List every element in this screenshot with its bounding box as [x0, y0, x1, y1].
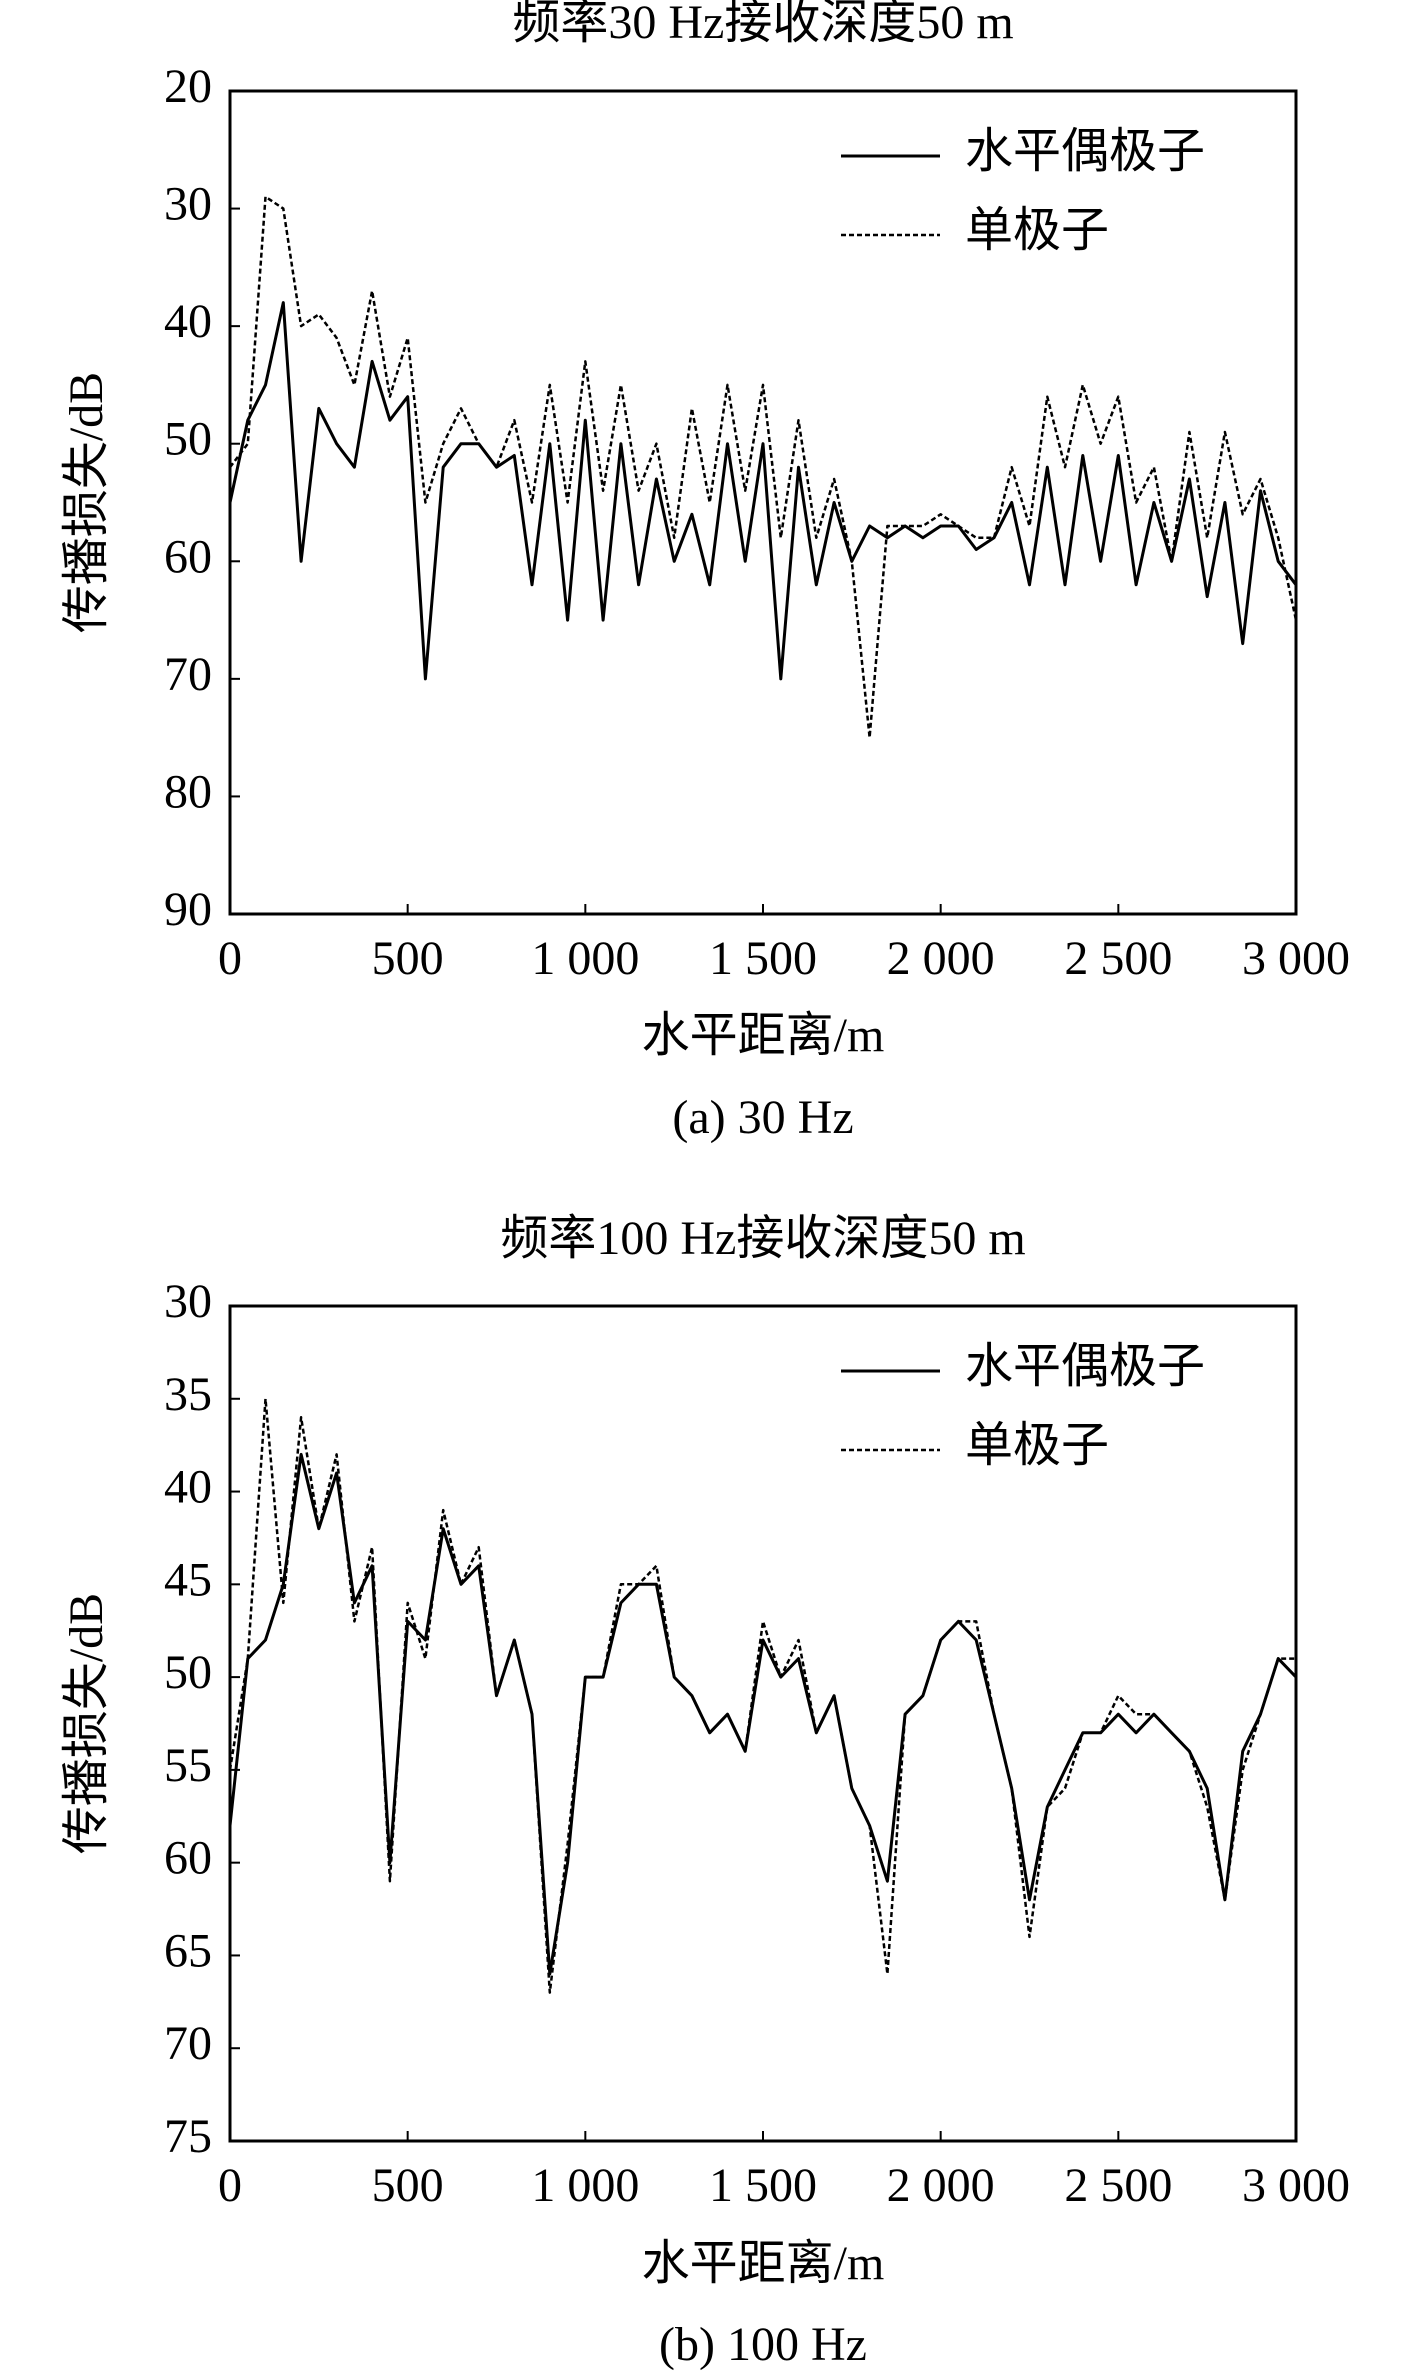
series-line	[229, 195, 1298, 739]
x-axis-label: 水平距离/m	[642, 2237, 885, 2290]
x-tick-label: 1 000	[531, 932, 639, 985]
y-tick-label: 75	[164, 2110, 212, 2163]
chart-title: 频率100 Hz接收深度50 m	[500, 1212, 1025, 1265]
caption: (a) 30 Hz	[672, 1091, 853, 1144]
y-axis-label: 传播损失/dB	[60, 372, 113, 633]
y-tick-label: 90	[164, 883, 212, 936]
y-tick-label: 40	[164, 295, 212, 348]
y-tick-label: 70	[164, 2017, 212, 2070]
x-tick-label: 500	[372, 2159, 444, 2212]
y-tick-label: 20	[164, 60, 212, 113]
y-tick-label: 45	[164, 1553, 212, 1606]
x-tick-label: 1 500	[709, 932, 817, 985]
x-tick-label: 2 000	[887, 932, 995, 985]
y-tick-label: 30	[164, 178, 212, 231]
y-tick-label: 40	[164, 1461, 212, 1514]
x-tick-label: 2 500	[1064, 932, 1172, 985]
y-tick-label: 50	[164, 1646, 212, 1699]
legend-label: 单极子	[965, 204, 1109, 257]
caption: (b) 100 Hz	[659, 2318, 867, 2371]
y-tick-label: 70	[164, 648, 212, 701]
y-tick-label: 55	[164, 1739, 212, 1792]
y-tick-label: 35	[164, 1368, 212, 1421]
chart-title: 频率30 Hz接收深度50 m	[512, 0, 1013, 49]
series-line	[228, 1452, 1298, 1976]
x-tick-label: 3 000	[1242, 932, 1350, 985]
x-tick-label: 1 500	[709, 2159, 817, 2212]
y-tick-label: 60	[164, 1832, 212, 1885]
x-tick-label: 1 000	[531, 2159, 639, 2212]
y-axis-label: 传播损失/dB	[60, 1593, 113, 1854]
y-tick-label: 80	[164, 765, 212, 818]
x-tick-label: 500	[372, 932, 444, 985]
series-line	[228, 301, 1298, 681]
plot-frame	[228, 1304, 1298, 2143]
plot-frame	[228, 89, 1298, 916]
y-tick-label: 60	[164, 530, 212, 583]
y-tick-label: 50	[164, 413, 212, 466]
x-tick-label: 2 500	[1064, 2159, 1172, 2212]
x-axis-label: 水平距离/m	[642, 1009, 885, 1062]
y-tick-label: 65	[164, 1924, 212, 1977]
legend-label: 水平偶极子	[965, 125, 1205, 178]
x-tick-label: 2 000	[887, 2159, 995, 2212]
legend-label: 单极子	[965, 1419, 1109, 1472]
legend-label: 水平偶极子	[965, 1340, 1205, 1393]
x-tick-label: 0	[218, 2159, 242, 2212]
x-tick-label: 3 000	[1242, 2159, 1350, 2212]
x-tick-label: 0	[218, 932, 242, 985]
y-tick-label: 30	[164, 1275, 212, 1328]
series-line	[228, 1397, 1296, 1994]
